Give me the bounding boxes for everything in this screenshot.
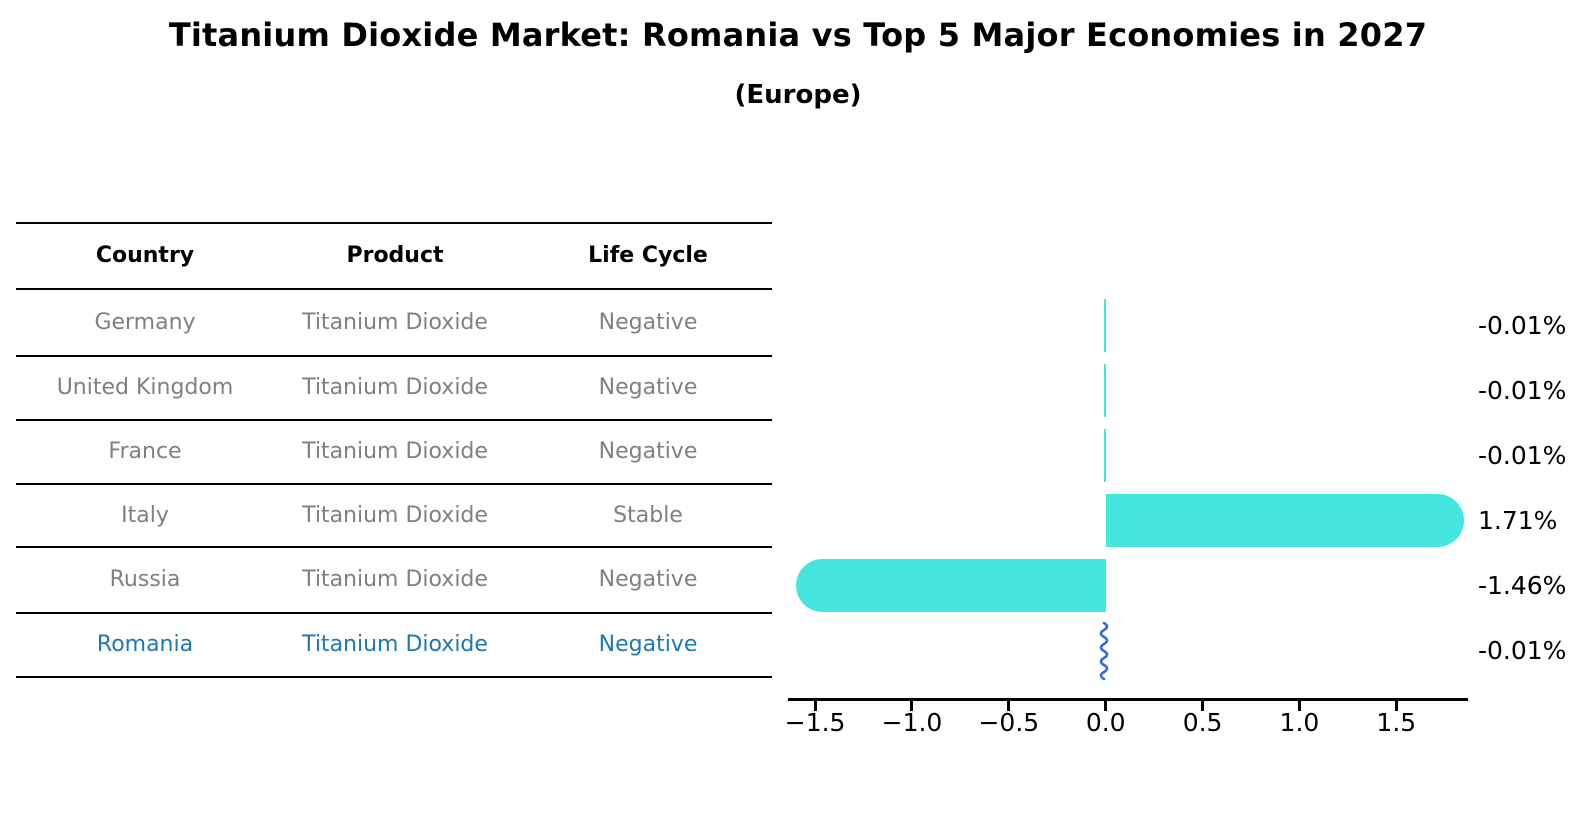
x-axis-tick-label: −0.5 xyxy=(978,708,1040,737)
table-cell-product: Titanium Dioxide xyxy=(302,632,488,657)
bar-united-kingdom xyxy=(1103,364,1106,417)
x-axis-tick xyxy=(1297,701,1301,711)
table-row-rule xyxy=(16,288,772,290)
table-cell-life-cycle: Negative xyxy=(598,632,698,657)
bar-italy xyxy=(1105,494,1464,547)
table-cell-product: Titanium Dioxide xyxy=(302,567,488,592)
table-row-rule xyxy=(16,546,772,548)
table-row-rule xyxy=(16,612,772,614)
x-axis-tick-label: 1.5 xyxy=(1376,708,1417,737)
table-cell-country: France xyxy=(108,439,182,464)
table-cell-country: Romania xyxy=(96,632,194,657)
table-cell-life-cycle: Negative xyxy=(598,567,698,592)
x-axis-tick-label: 1.0 xyxy=(1279,708,1320,737)
table-cell-country: United Kingdom xyxy=(56,375,234,400)
page-subtitle: (Europe) xyxy=(734,80,862,110)
table-cell-life-cycle: Negative xyxy=(598,309,698,335)
table-cell-country: Germany xyxy=(94,309,196,335)
bar-value-label-germany: -0.01% xyxy=(1478,310,1567,340)
bar-value-label-france: -0.01% xyxy=(1478,440,1567,470)
squiggle-bar-romania xyxy=(1099,621,1108,680)
bar-russia xyxy=(796,559,1106,612)
bar-france xyxy=(1103,429,1106,482)
table-cell-life-cycle: Negative xyxy=(598,439,698,464)
x-axis-tick xyxy=(1104,701,1108,711)
table-bottom-rule xyxy=(16,676,772,678)
table-cell-product: Titanium Dioxide xyxy=(302,502,488,528)
table-row-rule xyxy=(16,355,772,357)
x-axis-tick xyxy=(1201,701,1205,711)
x-axis-tick-label: −1.0 xyxy=(881,708,943,737)
bar-value-label-romania: -0.01% xyxy=(1478,635,1567,665)
table-top-rule xyxy=(16,222,772,224)
x-axis-tick xyxy=(1007,701,1011,711)
x-axis-tick xyxy=(910,701,914,711)
table-cell-country: Italy xyxy=(121,502,169,528)
bar-value-label-italy: 1.71% xyxy=(1478,505,1558,535)
bar-value-label-russia: -1.46% xyxy=(1478,570,1567,600)
table-cell-product: Titanium Dioxide xyxy=(302,439,488,464)
x-axis-tick xyxy=(813,701,817,711)
table-header-country: Country xyxy=(95,243,195,268)
squiggle-path xyxy=(1099,621,1108,680)
table-cell-life-cycle: Stable xyxy=(613,502,683,528)
x-axis-tick-label: 0.0 xyxy=(1085,708,1126,737)
table-cell-product: Titanium Dioxide xyxy=(302,309,488,335)
x-axis-tick-label: 0.5 xyxy=(1182,708,1223,737)
table-row-rule xyxy=(16,419,772,421)
x-axis-tick xyxy=(1394,701,1398,711)
page-title: Titanium Dioxide Market: Romania vs Top … xyxy=(168,16,1428,54)
table-header-life-cycle: Life Cycle xyxy=(588,243,708,268)
x-axis-tick-label: −1.5 xyxy=(784,708,846,737)
table-cell-product: Titanium Dioxide xyxy=(302,375,488,400)
bar-germany xyxy=(1103,299,1106,352)
x-axis-line xyxy=(788,698,1468,701)
table-row-rule xyxy=(16,483,772,485)
table-header-product: Product xyxy=(346,243,444,268)
table-cell-life-cycle: Negative xyxy=(598,375,698,400)
bar-value-label-united-kingdom: -0.01% xyxy=(1478,375,1567,405)
table-cell-country: Russia xyxy=(109,567,181,592)
